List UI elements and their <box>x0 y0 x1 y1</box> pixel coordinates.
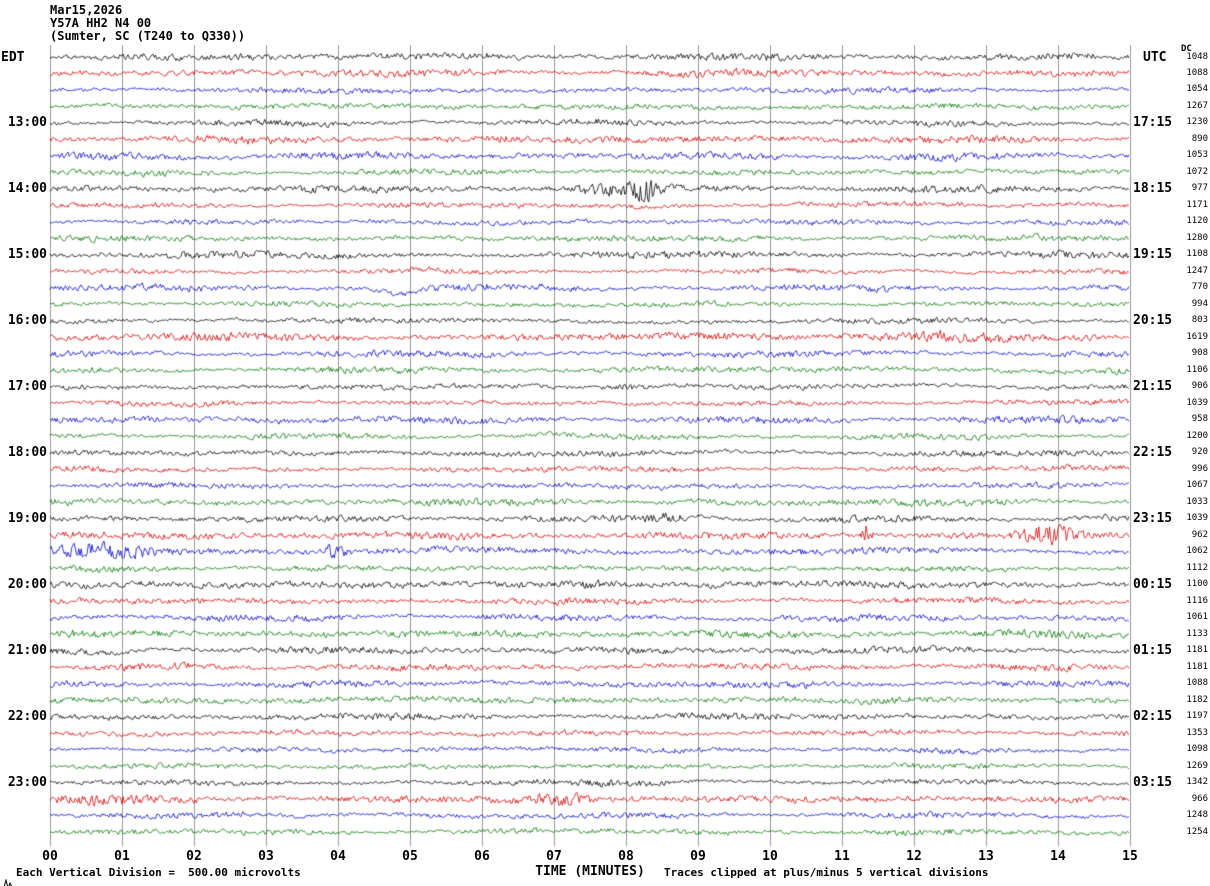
x-axis-tick-label: 15 <box>1122 849 1138 864</box>
dc-offset-value: 1267 <box>1186 100 1208 111</box>
edt-time-label: 17:00 <box>7 378 47 394</box>
edt-time-label: 23:00 <box>7 774 47 790</box>
dc-offset-value: 1116 <box>1186 595 1208 606</box>
scale-note: Each Vertical Division = 500.00 microvol… <box>16 866 301 879</box>
dc-offset-value: 1098 <box>1186 744 1208 755</box>
right-axis-unit-label: UTC <box>1143 50 1167 65</box>
dc-offset-value: 1133 <box>1186 628 1208 639</box>
x-axis-tick-label: 11 <box>834 849 850 864</box>
dc-offset-value: 1108 <box>1186 249 1208 260</box>
x-axis-tick-label: 03 <box>258 849 274 864</box>
dc-offset-value: 1106 <box>1186 364 1208 375</box>
x-axis-tick-label: 12 <box>906 849 922 864</box>
edt-time-label: 19:00 <box>7 510 47 526</box>
dc-offset-value: 1181 <box>1186 645 1208 656</box>
dc-offset-value: 908 <box>1191 348 1208 359</box>
edt-time-label: 22:00 <box>7 708 47 724</box>
dc-offset-value: 962 <box>1191 529 1208 540</box>
dc-offset-value: 1053 <box>1186 150 1208 161</box>
dc-offset-value: 1039 <box>1186 397 1208 408</box>
dc-offset-value: 1182 <box>1186 694 1208 705</box>
x-axis-tick-label: 10 <box>762 849 778 864</box>
edt-time-label: 16:00 <box>7 312 47 328</box>
x-axis-tick-label: 01 <box>114 849 130 864</box>
utc-time-label: 20:15 <box>1133 312 1173 328</box>
dc-offset-value: 1120 <box>1186 216 1208 227</box>
edt-time-label: 13:00 <box>7 114 47 130</box>
edt-time-label: 18:00 <box>7 444 47 460</box>
dc-offset-value: 890 <box>1191 133 1208 144</box>
dc-offset-value: 1353 <box>1186 727 1208 738</box>
dc-offset-value: 1033 <box>1186 496 1208 507</box>
x-axis-tick-label: 14 <box>1050 849 1066 864</box>
x-axis-tick-label: 06 <box>474 849 490 864</box>
dc-offset-value: 803 <box>1191 315 1208 326</box>
utc-time-label: 17:15 <box>1133 114 1173 130</box>
dc-offset-value: 994 <box>1191 298 1208 309</box>
x-axis-tick-label: 05 <box>402 849 418 864</box>
dc-offset-value: 1230 <box>1186 117 1208 128</box>
edt-time-label: 21:00 <box>7 642 47 658</box>
dc-offset-value: 1054 <box>1186 84 1208 95</box>
dc-offset-value: 1112 <box>1186 562 1208 573</box>
dc-offset-value: 1062 <box>1186 546 1208 557</box>
x-axis-tick-label: 04 <box>330 849 346 864</box>
x-axis-tick-label: 02 <box>186 849 202 864</box>
dc-offset-value: 1200 <box>1186 430 1208 441</box>
dc-offset-value: 1247 <box>1186 265 1208 276</box>
waveform-glyph-icon <box>2 874 14 886</box>
x-axis-title: TIME (MINUTES) <box>535 864 645 879</box>
dc-offset-value: 996 <box>1191 463 1208 474</box>
dc-offset-value: 1181 <box>1186 661 1208 672</box>
title-location: (Sumter, SC (T240 to Q330)) <box>50 29 246 43</box>
dc-offset-value: 1088 <box>1186 678 1208 689</box>
dc-offset-value: 1197 <box>1186 711 1208 722</box>
utc-time-label: 21:15 <box>1133 378 1173 394</box>
edt-time-label: 20:00 <box>7 576 47 592</box>
utc-time-label: 23:15 <box>1133 510 1173 526</box>
dc-column-header: DC <box>1181 44 1192 54</box>
dc-offset-value: 1061 <box>1186 612 1208 623</box>
title-station: Y57A HH2 N4 00 <box>50 16 152 30</box>
edt-time-label: 15:00 <box>7 246 47 262</box>
utc-time-label: 22:15 <box>1133 444 1173 460</box>
edt-time-label: 14:00 <box>7 180 47 196</box>
x-axis-tick-label: 00 <box>42 849 58 864</box>
utc-time-label: 00:15 <box>1133 576 1173 592</box>
dc-offset-value: 1171 <box>1186 199 1208 210</box>
dc-offset-value: 1088 <box>1186 67 1208 78</box>
dc-offset-value: 1039 <box>1186 513 1208 524</box>
dc-offset-value: 1072 <box>1186 166 1208 177</box>
dc-offset-value: 1248 <box>1186 810 1208 821</box>
dc-offset-value: 958 <box>1191 414 1208 425</box>
dc-offset-value: 770 <box>1191 282 1208 293</box>
dc-offset-value: 1067 <box>1186 480 1208 491</box>
utc-time-label: 02:15 <box>1133 708 1173 724</box>
dc-offset-value: 906 <box>1191 381 1208 392</box>
utc-time-label: 01:15 <box>1133 642 1173 658</box>
dc-offset-value: 920 <box>1191 447 1208 458</box>
clip-note: Traces clipped at plus/minus 5 vertical … <box>664 866 989 879</box>
dc-offset-value: 1048 <box>1186 51 1208 62</box>
dc-offset-value: 977 <box>1191 183 1208 194</box>
title-date: Mar15,2026 <box>50 3 123 17</box>
left-axis-unit-label: EDT <box>1 50 25 65</box>
x-axis-tick-label: 07 <box>546 849 562 864</box>
utc-time-label: 18:15 <box>1133 180 1173 196</box>
dc-offset-value: 1619 <box>1186 331 1208 342</box>
utc-time-label: 19:15 <box>1133 246 1173 262</box>
dc-offset-value: 1254 <box>1186 826 1208 837</box>
utc-time-label: 03:15 <box>1133 774 1173 790</box>
dc-offset-value: 1280 <box>1186 232 1208 243</box>
dc-offset-value: 966 <box>1191 793 1208 804</box>
x-axis-tick-label: 08 <box>618 849 634 864</box>
dc-offset-value: 1100 <box>1186 579 1208 590</box>
dc-offset-value: 1269 <box>1186 760 1208 771</box>
dc-offset-value: 1342 <box>1186 777 1208 788</box>
x-axis-tick-label: 09 <box>690 849 706 864</box>
x-axis-tick-label: 13 <box>978 849 994 864</box>
title-block: Mar15,2026 Y57A HH2 N4 00 (Sumter, SC (T… <box>50 4 245 43</box>
